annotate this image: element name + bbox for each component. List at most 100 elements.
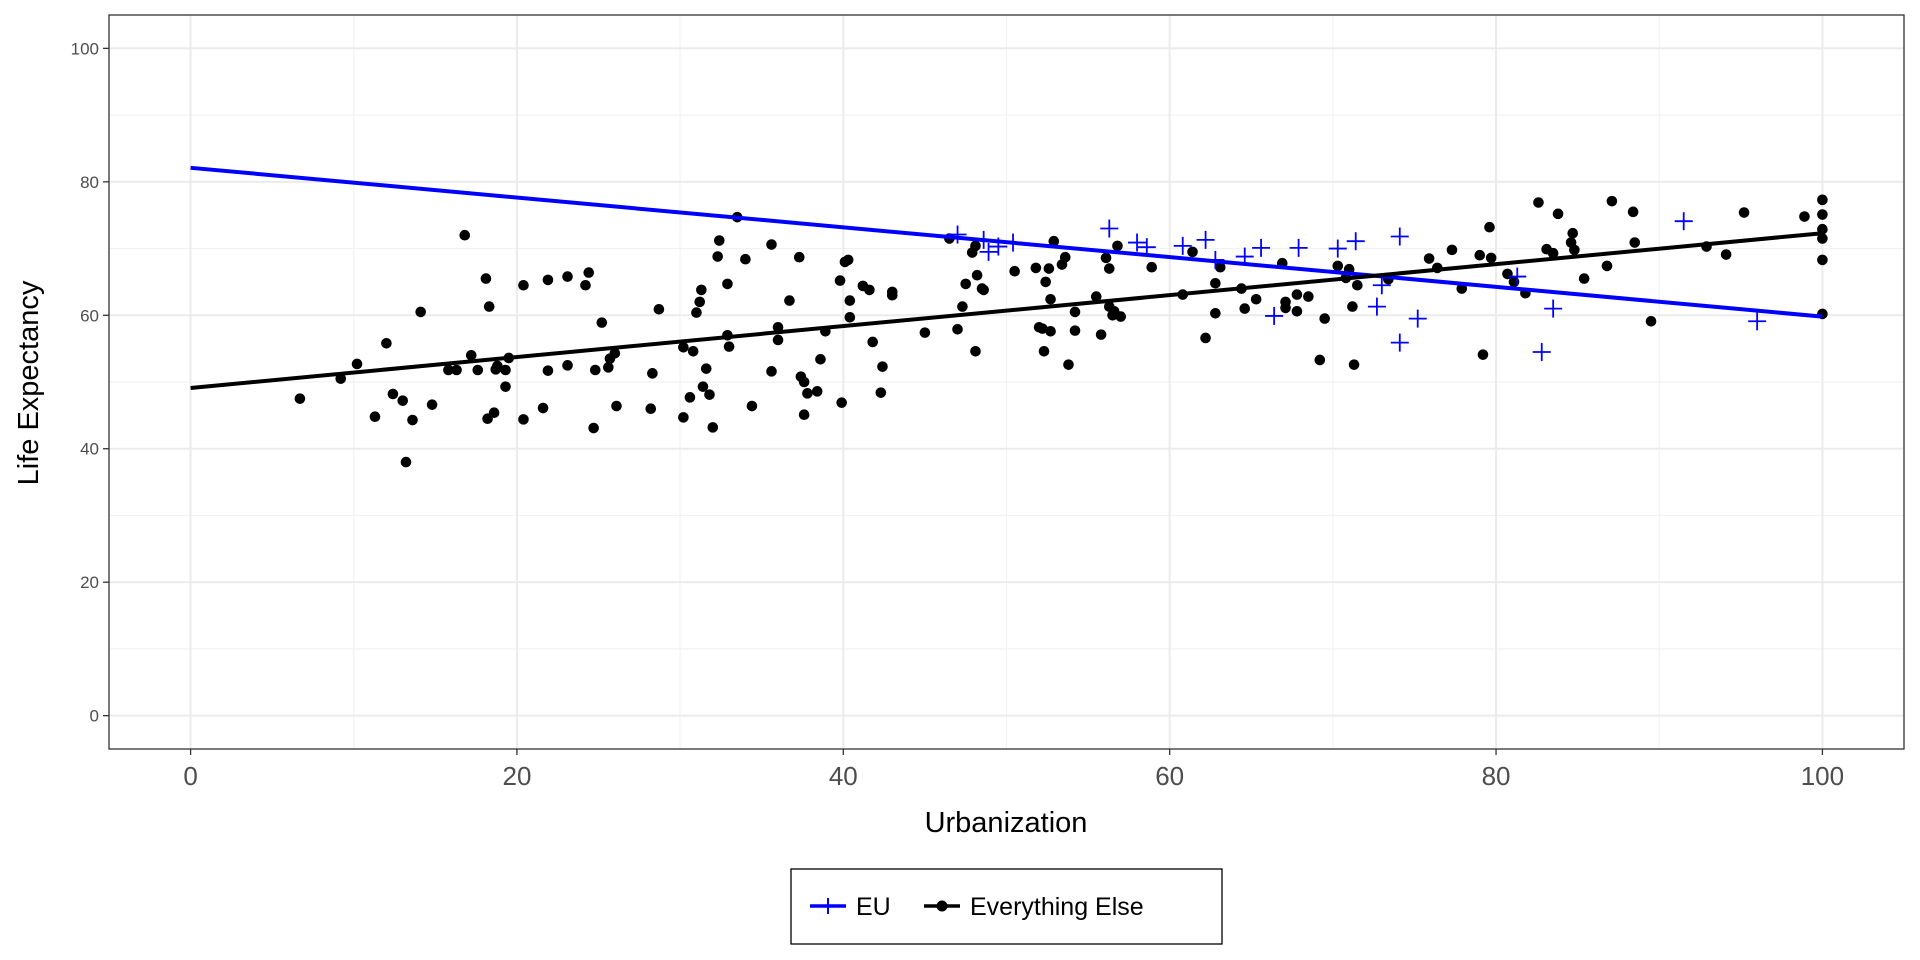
everything-else-point: [798, 409, 810, 420]
everything-else-point: [1533, 197, 1544, 208]
x-axis-title: Urbanization: [925, 807, 1088, 839]
fit-lines: [190, 165, 1823, 390]
everything-else-point: [1552, 208, 1564, 220]
everything-else-point: [500, 364, 511, 376]
everything-else-point: [472, 364, 484, 376]
legend-box: [790, 868, 1223, 945]
everything-else-point: [919, 327, 931, 338]
everything-else-point: [802, 388, 813, 399]
everything-else-point: [1038, 346, 1050, 357]
x-tick-label: 60: [1155, 761, 1184, 791]
everything-else-point: [1069, 325, 1081, 336]
everything-else-point: [678, 342, 689, 353]
everything-else-point: [1629, 237, 1641, 248]
everything-else-point: [697, 381, 709, 392]
everything-else-point: [518, 279, 529, 291]
eu-point: [979, 242, 998, 261]
grid-major: [109, 15, 1904, 749]
everything-else-point: [1352, 279, 1363, 291]
everything-else-point: [1095, 329, 1107, 340]
eu-fit-line: [190, 165, 1823, 319]
everything-else-point: [867, 336, 878, 348]
everything-else-point: [707, 422, 719, 433]
everything-else-point: [1040, 276, 1051, 288]
everything-else-point: [1063, 359, 1074, 370]
legend-eu-plus-icon: [820, 898, 836, 914]
everything-else-point: [1567, 227, 1579, 239]
everything-else-point: [1048, 235, 1060, 247]
everything-else-point: [1009, 265, 1020, 277]
everything-else-point: [653, 303, 665, 315]
eu-point: [1674, 212, 1693, 231]
everything-else-point: [603, 362, 614, 373]
x-tick-label: 100: [1801, 761, 1844, 791]
everything-else-point: [583, 267, 595, 278]
everything-else-point: [1738, 207, 1750, 218]
everything-else-point: [562, 271, 573, 282]
everything-else-point: [970, 240, 981, 252]
eu-point: [1390, 333, 1409, 352]
eu-point: [1508, 267, 1527, 286]
everything-else-point: [696, 284, 707, 296]
everything-else-point: [1100, 252, 1112, 264]
everything-else-point: [580, 279, 591, 291]
everything-else-point: [1280, 296, 1291, 308]
everything-else-point: [1045, 293, 1056, 305]
everything-else-point: [1090, 291, 1102, 302]
legend-eu-label: EU: [856, 893, 891, 921]
everything-else-point: [611, 400, 622, 412]
everything-else-point: [1347, 301, 1358, 312]
everything-else-point: [1578, 273, 1590, 284]
everything-else-point: [1485, 252, 1497, 264]
everything-else-point: [842, 254, 854, 266]
everything-else-point: [1799, 211, 1810, 222]
x-tick-label: 40: [829, 761, 858, 791]
everything-else-point: [1569, 244, 1580, 256]
everything-else-point: [294, 393, 306, 404]
everything-else-point: [387, 388, 399, 400]
everything-else-point: [459, 229, 471, 241]
everything-else-point: [1319, 313, 1331, 324]
everything-else-point: [798, 376, 810, 388]
everything-else-point: [864, 284, 875, 296]
grid-minor: [109, 15, 1904, 749]
everything-else-fit-line: [190, 231, 1823, 390]
everything-else-point: [381, 337, 392, 349]
y-tick-label: 0: [90, 707, 99, 726]
everything-else-point: [970, 346, 981, 357]
everything-else-point: [443, 364, 454, 376]
everything-else-point: [766, 239, 777, 250]
everything-else-point: [766, 366, 777, 377]
eu-point: [1196, 230, 1215, 249]
plot-border: [108, 14, 1905, 750]
everything-else-point: [542, 274, 554, 286]
everything-else-point: [518, 414, 529, 425]
everything-else-point: [740, 253, 751, 265]
everything-else-point: [1474, 249, 1486, 261]
y-axis-title: Life Expectancy: [13, 280, 45, 485]
everything-else-point: [1214, 261, 1226, 273]
everything-else-point: [704, 389, 715, 400]
everything-else-point: [1314, 354, 1326, 366]
everything-else-point: [700, 363, 712, 374]
everything-else-point: [465, 350, 477, 361]
everything-else-point: [712, 251, 723, 262]
everything-else-point: [1547, 247, 1559, 259]
everything-else-point: [500, 381, 511, 392]
eu-point: [1328, 239, 1347, 258]
everything-else-point: [369, 411, 381, 422]
eu-point: [1390, 227, 1409, 246]
everything-else-point: [1606, 195, 1618, 207]
everything-else-point: [1045, 325, 1056, 337]
everything-else-point: [1059, 251, 1071, 263]
everything-else-point: [957, 301, 968, 312]
everything-else-point: [836, 397, 847, 408]
everything-else-point: [952, 323, 963, 335]
everything-else-point: [1239, 303, 1251, 314]
everything-else-point: [877, 361, 888, 372]
everything-else-point: [400, 456, 412, 468]
everything-else-point: [407, 414, 418, 426]
x-tick-label: 0: [183, 761, 197, 791]
everything-else-point: [1146, 261, 1158, 273]
